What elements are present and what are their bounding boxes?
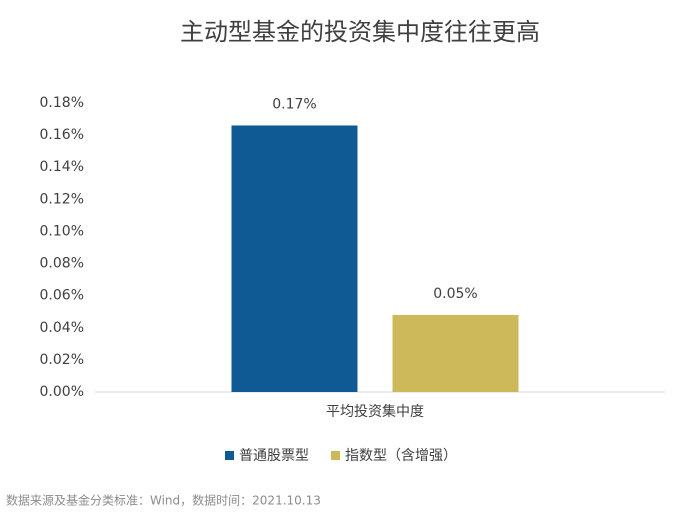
y-tick-label: 0.10%: [40, 223, 84, 239]
y-tick-label: 0.18%: [40, 95, 84, 111]
y-tick-label: 0.06%: [40, 288, 84, 304]
y-tick-label: 0.04%: [40, 320, 84, 336]
source-note: 数据来源及基金分类标准：Wind，数据时间：2021.10.13: [6, 493, 321, 508]
legend-label: 普通股票型: [239, 448, 309, 464]
x-tick-label: 平均投资集中度: [326, 403, 424, 420]
legend-label: 指数型（含增强）: [345, 448, 457, 464]
y-tick-label: 0.08%: [40, 256, 84, 272]
bar: [392, 314, 519, 392]
y-tick-label: 0.14%: [40, 159, 84, 175]
y-tick-label: 0.00%: [40, 384, 84, 400]
bar: [231, 125, 358, 392]
y-tick-label: 0.12%: [40, 191, 84, 207]
chart-title: 主动型基金的投资集中度往往更高: [180, 18, 540, 46]
data-label: 0.17%: [272, 96, 316, 112]
legend-swatch: [225, 451, 234, 460]
y-tick-label: 0.02%: [40, 352, 84, 368]
y-tick-label: 0.16%: [40, 127, 84, 143]
data-label: 0.05%: [433, 286, 477, 302]
legend-swatch: [331, 451, 340, 460]
